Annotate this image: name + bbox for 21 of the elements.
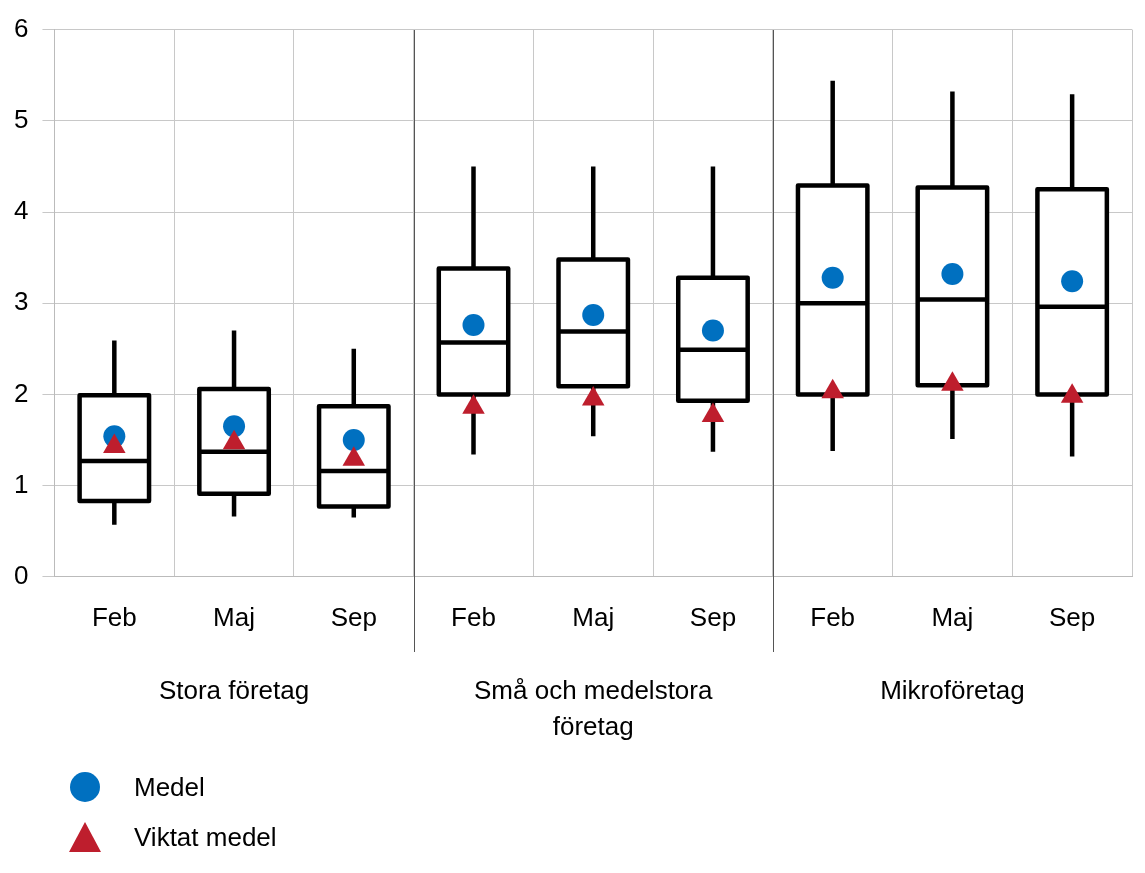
- text: Mikroföretag: [879, 673, 1026, 707]
- y-tick-label: 1: [13, 468, 29, 499]
- x-tick-label: Sep: [689, 601, 737, 632]
- y-tick-label: 4: [13, 195, 29, 226]
- x-tick-label: Maj: [931, 601, 974, 632]
- y-tick-label: 2: [13, 377, 29, 408]
- text: Små och medelstora företag: [473, 673, 714, 743]
- y-tick-label: 3: [13, 286, 29, 317]
- x-tick-label: Feb: [91, 601, 137, 632]
- x-tick-label: Maj: [572, 601, 615, 632]
- y-tick-label: 5: [13, 103, 29, 134]
- y-tick-label: 6: [13, 12, 29, 43]
- x-tick-label: Sep: [1049, 601, 1096, 632]
- legend-label: Medel: [134, 771, 205, 803]
- x-tick-label: Feb: [810, 601, 856, 632]
- x-tick-label: Feb: [451, 601, 496, 632]
- x-tick-label: Sep: [330, 601, 377, 632]
- text: Stora företag: [157, 673, 311, 707]
- legend-label: Viktat medel: [134, 821, 277, 853]
- x-tick-label: Maj: [213, 601, 255, 632]
- y-tick-label: 0: [13, 559, 29, 590]
